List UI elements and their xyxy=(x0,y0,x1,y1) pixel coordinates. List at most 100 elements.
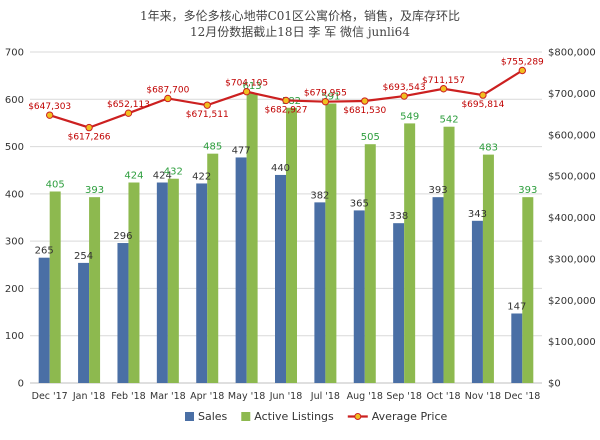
bar-labels: 265 254 296 424 422 477 440 382 365 338 393 343 147 4… xyxy=(35,81,538,312)
sales-bar xyxy=(275,174,286,383)
right-tick-label: $100,000 xyxy=(548,337,596,348)
price-value-label: $755,289 xyxy=(501,57,544,67)
left-axis: 0 100 200 300 400 500 600 700 xyxy=(5,48,24,390)
sales-value-label: 338 xyxy=(389,211,408,222)
category-label: Mar '18 xyxy=(150,391,186,402)
price-value-label: $652,113 xyxy=(107,100,150,110)
sales-value-label: 393 xyxy=(428,185,447,196)
legend-label: Average Price xyxy=(372,410,448,423)
price-value-label: $679,955 xyxy=(304,89,347,99)
sales-value-label: 424 xyxy=(153,171,172,182)
listings-bar xyxy=(522,197,534,383)
listings-value-label: 485 xyxy=(203,142,222,153)
category-label: Oct '18 xyxy=(426,391,460,402)
listings-bar xyxy=(404,123,416,383)
price-value-label: $687,700 xyxy=(146,85,189,95)
sales-bar xyxy=(353,210,365,383)
left-tick-label: 200 xyxy=(5,284,24,295)
sales-bar xyxy=(432,197,444,383)
sales-value-label: 265 xyxy=(35,246,54,257)
sales-bar xyxy=(314,202,326,383)
listings-bar xyxy=(89,197,101,383)
sales-value-label: 440 xyxy=(271,163,290,174)
right-axis: $0 $100,000 $200,000 $300,000 $400,000 $500,0… xyxy=(548,48,596,390)
x-axis: Dec '17 Jan '18 Feb '18 Mar '18 Apr '18 May '… xyxy=(32,391,541,402)
category-label: May '18 xyxy=(228,391,265,402)
price-marker xyxy=(45,111,54,119)
right-tick-label: $500,000 xyxy=(548,172,596,183)
left-tick-label: 300 xyxy=(5,237,24,248)
price-marker xyxy=(282,96,290,105)
listings-value-label: 505 xyxy=(361,132,380,143)
sales-value-label: 296 xyxy=(113,231,132,242)
price-marker xyxy=(400,92,408,100)
category-label: Jul '18 xyxy=(310,391,340,402)
listings-value-label: 591 xyxy=(321,92,340,103)
right-tick-label: $200,000 xyxy=(548,296,596,307)
legend: Sales Active Listings Average Price xyxy=(185,410,448,423)
sales-value-label: 365 xyxy=(350,198,369,209)
listings-bar xyxy=(128,182,140,383)
price-marker xyxy=(203,101,211,109)
price-line xyxy=(45,66,527,132)
price-value-label: $647,303 xyxy=(28,102,71,112)
listings-value-label: 393 xyxy=(85,185,104,196)
sales-bar xyxy=(511,313,523,383)
chart-title-line-2: 12月份数据截止18日 李 军 微信 junli64 xyxy=(190,24,410,39)
legend-label: Sales xyxy=(198,410,228,423)
category-label: Apr '18 xyxy=(190,391,224,402)
sales-value-label: 254 xyxy=(74,251,93,262)
listings-value-label: 542 xyxy=(439,115,458,126)
price-value-label: $681,530 xyxy=(343,106,386,116)
right-tick-label: $800,000 xyxy=(548,48,596,59)
category-label: Jun '18 xyxy=(269,391,303,402)
listings-bar xyxy=(286,107,297,383)
listings-value-label: 483 xyxy=(479,143,498,154)
listings-value-label: 405 xyxy=(46,179,65,190)
left-tick-label: 500 xyxy=(5,142,24,153)
sales-bar xyxy=(38,257,50,383)
category-label: Jan '18 xyxy=(72,391,105,402)
category-label: Sep '18 xyxy=(386,391,422,402)
price-labels: $647,303 $617,266 $652,113 $687,700 $671,511… xyxy=(28,57,544,142)
chart-title-line-1: 1年来，多伦多核心地带C01区公寓价格，销售，及库存环比 xyxy=(140,8,460,23)
sales-bar xyxy=(235,157,247,383)
listings-bar xyxy=(364,144,376,383)
listings-bar xyxy=(246,93,258,383)
legend-label: Active Listings xyxy=(254,410,334,423)
left-tick-label: 600 xyxy=(5,95,24,106)
right-tick-label: $300,000 xyxy=(548,254,596,265)
category-label: Nov '18 xyxy=(465,391,501,402)
price-value-label: $671,511 xyxy=(186,110,229,120)
right-tick-label: $0 xyxy=(548,379,561,390)
price-value-label: $682,927 xyxy=(265,105,308,115)
price-marker xyxy=(124,109,133,117)
price-marker xyxy=(164,94,172,103)
listings-bar xyxy=(49,191,61,383)
sales-value-label: 147 xyxy=(507,301,526,312)
listings-bar xyxy=(207,153,219,383)
legend-swatch xyxy=(241,412,251,421)
price-value-label: $695,814 xyxy=(461,100,504,110)
right-tick-label: $400,000 xyxy=(548,213,596,224)
listings-bar xyxy=(482,154,494,383)
sales-value-label: 422 xyxy=(192,171,211,182)
listings-value-label: 549 xyxy=(400,111,419,122)
price-value-label: $617,266 xyxy=(68,133,111,143)
price-marker xyxy=(439,85,448,93)
sales-value-label: 477 xyxy=(232,145,251,156)
sales-value-label: 343 xyxy=(468,209,487,220)
sales-bar xyxy=(117,243,129,383)
left-tick-label: 400 xyxy=(5,189,24,200)
price-marker xyxy=(479,91,487,99)
price-marker xyxy=(85,123,93,132)
price-value-label: $704,105 xyxy=(225,79,268,89)
listings-bar xyxy=(325,103,337,383)
right-tick-label: $600,000 xyxy=(548,130,596,141)
price-value-label: $711,157 xyxy=(422,76,465,86)
price-marker xyxy=(518,66,527,75)
price-marker xyxy=(321,97,330,106)
sales-bar xyxy=(196,183,208,383)
